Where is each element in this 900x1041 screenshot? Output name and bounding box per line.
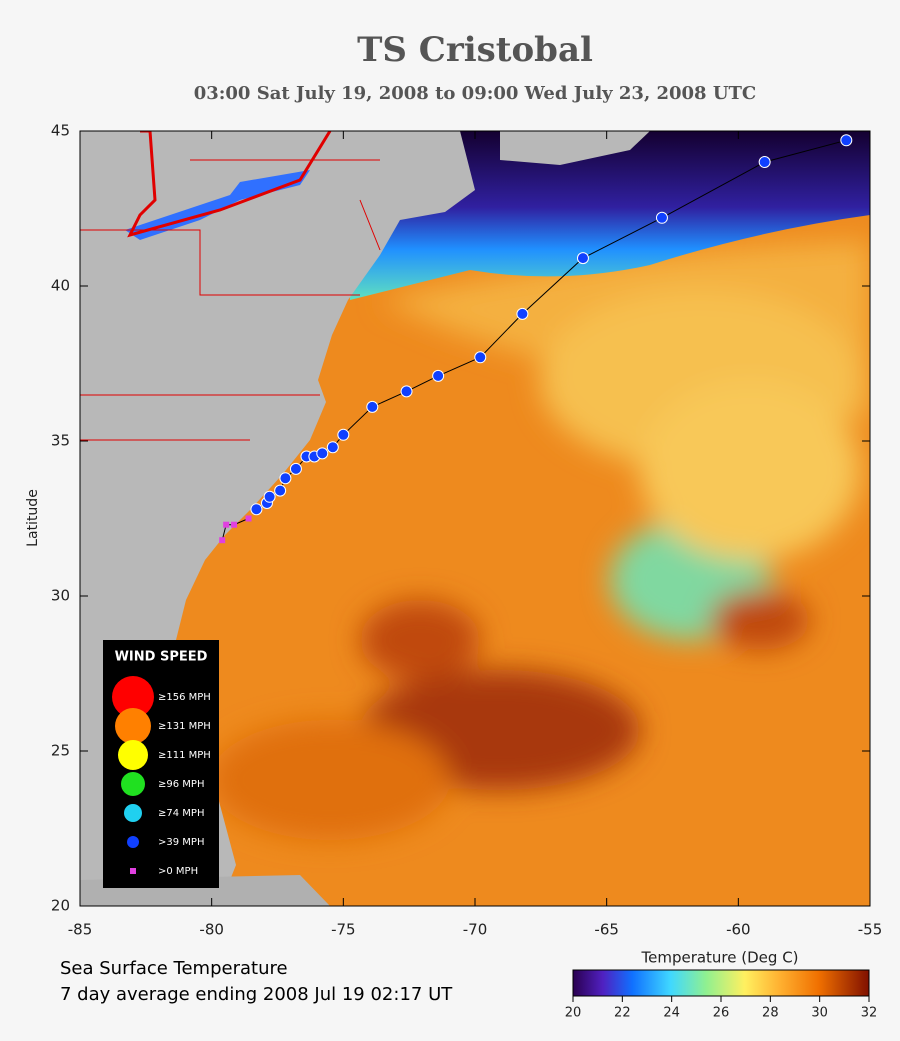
y-tick-label: 35 [51, 432, 70, 450]
colorbar-tick-label: 22 [614, 1006, 631, 1021]
track-point [840, 134, 853, 147]
track-point [219, 537, 226, 544]
subtitle: 03:00 Sat July 19, 2008 to 09:00 Wed Jul… [194, 83, 757, 104]
track-point [250, 503, 263, 516]
track-point [245, 515, 252, 522]
land-nova-scotia [500, 131, 650, 165]
colorbar-tick-label: 26 [713, 1006, 730, 1021]
track-point [274, 484, 287, 497]
title: TS Cristobal [357, 30, 593, 70]
track-point [289, 462, 302, 475]
track-point [223, 521, 230, 528]
legend-marker [130, 868, 136, 874]
legend-marker [118, 740, 148, 770]
colorbar-tick-label: 24 [663, 1006, 680, 1021]
legend-label: >39 MPH [158, 837, 204, 848]
legend-marker [115, 708, 151, 744]
track-point [366, 400, 379, 413]
y-tick-label: 20 [51, 897, 70, 915]
colorbar-tick-label: 20 [565, 1006, 582, 1021]
legend-title: WIND SPEED [115, 650, 208, 665]
track-point [576, 252, 589, 265]
legend-marker [124, 804, 142, 822]
cold-water [350, 131, 870, 300]
y-axis-label: Latitude [25, 489, 41, 547]
track-point [263, 490, 276, 503]
track-point [655, 211, 668, 224]
track-point [516, 307, 529, 320]
track-point [432, 369, 445, 382]
legend-label: ≥156 MPH [158, 692, 211, 703]
state-lines [80, 159, 381, 441]
x-tick-label: -60 [726, 921, 751, 939]
track-point [337, 428, 350, 441]
legend-label: ≥131 MPH [158, 721, 211, 732]
caption: Sea Surface Temperature [60, 958, 288, 979]
track-point [400, 385, 413, 398]
colorbar-tick-label: 32 [861, 1006, 878, 1021]
x-tick-label: -75 [331, 921, 356, 939]
legend-box [103, 640, 219, 888]
track-line [221, 518, 249, 541]
border [127, 131, 332, 238]
legend-label: >0 MPH [158, 866, 198, 877]
x-tick-label: -70 [463, 921, 488, 939]
legend-label: ≥96 MPH [158, 779, 204, 790]
caption: 7 day average ending 2008 Jul 19 02:17 U… [60, 984, 453, 1005]
track-point [316, 447, 329, 460]
colorbar [572, 969, 870, 997]
y-tick-label: 30 [51, 587, 70, 605]
map-background [80, 131, 870, 906]
legend-marker [127, 836, 139, 848]
x-tick-label: -80 [199, 921, 224, 939]
colorbar-label: Temperature (Deg C) [640, 949, 798, 967]
y-tick-label: 40 [51, 277, 70, 295]
legend-marker [121, 772, 145, 796]
track-point [758, 156, 771, 168]
track-point [231, 521, 238, 528]
track-point [326, 441, 339, 454]
sst-field [210, 240, 870, 840]
track-point [279, 472, 292, 485]
colorbar-tick-label: 28 [762, 1006, 779, 1021]
x-tick-label: -65 [594, 921, 619, 939]
y-tick-label: 45 [51, 122, 70, 140]
legend-label: ≥74 MPH [158, 808, 204, 819]
track-point [474, 351, 487, 364]
legend-label: ≥111 MPH [158, 750, 211, 761]
legend-marker [112, 676, 154, 718]
y-tick-label: 25 [51, 742, 70, 760]
x-tick-label: -85 [68, 921, 93, 939]
colorbar-tick-label: 30 [811, 1006, 828, 1021]
x-tick-label: -55 [858, 921, 883, 939]
